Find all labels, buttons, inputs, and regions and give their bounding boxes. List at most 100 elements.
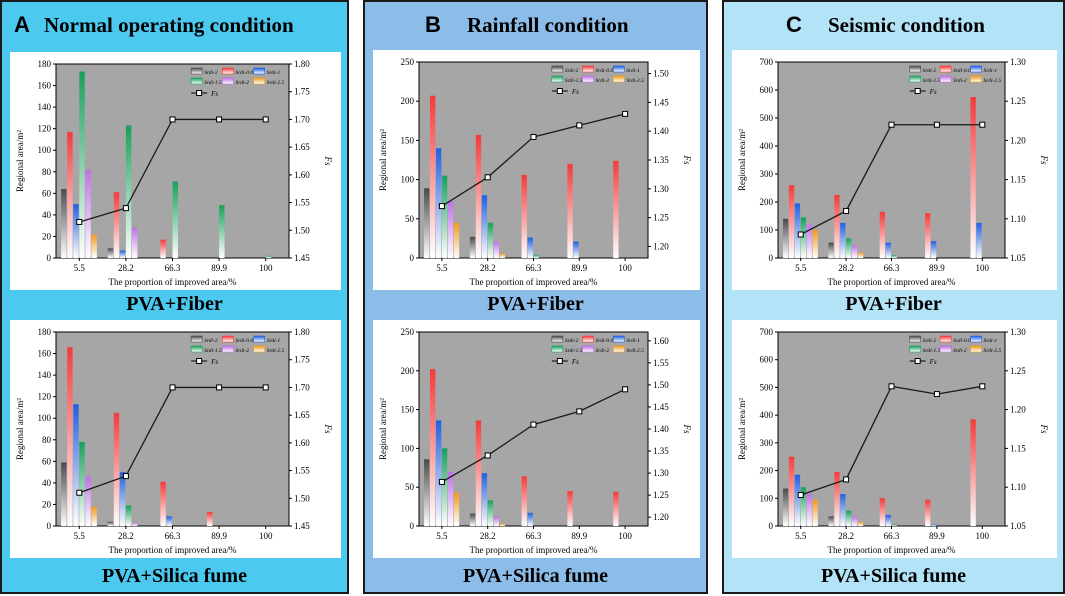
legend-label: Srdi-2.5 xyxy=(267,80,285,86)
chart-svg: 0 20 40 60 80 100 120 140 160 180 1.45 1.50 1.55 1.60… xyxy=(15,327,333,555)
y-tick-label: 250 xyxy=(401,57,415,67)
bar xyxy=(61,462,67,526)
legend-fs-marker xyxy=(914,358,921,364)
y2-tick-label: 1.80 xyxy=(294,327,310,337)
bar xyxy=(172,181,178,258)
y2-tick-label: 1.10 xyxy=(1010,214,1026,224)
legend-label: Srdi-1 xyxy=(267,338,281,344)
y2-tick-label: 1.50 xyxy=(294,493,310,503)
y2-tick-label: 1.60 xyxy=(653,336,669,346)
fs-point xyxy=(797,491,804,498)
legend-fs-marker xyxy=(556,88,563,94)
bar xyxy=(125,125,132,258)
chart-b-silica: 0 50 100 150 200 250 1.20 1.25 1.30 1.35 1.40 1.45 1… xyxy=(373,320,700,558)
y2-tick-label: 1.70 xyxy=(294,114,310,124)
bar xyxy=(812,230,818,258)
y-tick-label: 300 xyxy=(760,169,774,179)
legend-label: Srdi-2.5 xyxy=(267,348,285,354)
y2-tick-label: 1.65 xyxy=(294,142,310,152)
legend-swatch xyxy=(222,77,234,85)
legend-swatch xyxy=(222,335,234,343)
bar xyxy=(527,512,533,526)
y2-tick-label: 1.65 xyxy=(294,410,310,420)
bar xyxy=(788,185,795,258)
fs-point xyxy=(933,121,940,128)
y2-tick-label: 1.05 xyxy=(1010,253,1026,263)
x-tick-label: 5.5 xyxy=(795,531,807,541)
bar xyxy=(533,254,539,258)
y-axis-label: Regional area/m² xyxy=(737,398,747,460)
bar xyxy=(73,204,79,258)
legend-label: Srdi-2 xyxy=(953,348,967,354)
legend-swatch xyxy=(253,345,266,353)
legend-label: Srdi-2 xyxy=(235,348,249,354)
chart-svg: 0 20 40 60 80 100 120 140 160 180 1.45 1.50 1.55 1.60… xyxy=(15,59,333,287)
bar xyxy=(493,241,500,258)
x-axis-label: The proportion of improved area/% xyxy=(470,277,598,287)
legend-swatch xyxy=(970,335,982,343)
y-tick-label: 100 xyxy=(38,413,52,423)
bar xyxy=(806,494,812,526)
bar xyxy=(475,420,482,526)
bar xyxy=(91,506,97,526)
chart-b-fiber: 0 50 100 150 200 250 1.20 1.25 1.30 1.35 1.40 1.45 1… xyxy=(373,50,700,290)
legend-label: Srdi-1.5 xyxy=(565,78,583,84)
bar xyxy=(930,241,937,258)
bar xyxy=(521,476,527,526)
y2-tick-label: 1.55 xyxy=(294,466,310,476)
chart-subtitle: PVA+Fiber xyxy=(845,293,942,315)
legend-swatch xyxy=(909,75,921,83)
y2-tick-label: 1.35 xyxy=(653,155,669,165)
bar xyxy=(441,175,448,258)
y-tick-label: 200 xyxy=(401,96,415,106)
bar xyxy=(265,255,272,258)
x-axis-label: The proportion of improved area/% xyxy=(828,277,956,287)
legend-label: Srdi-0.05 xyxy=(953,338,974,344)
legend-label: Srdi-2 xyxy=(204,338,218,344)
fs-point xyxy=(169,116,176,123)
x-tick-label: 28.2 xyxy=(838,531,854,541)
y-tick-label: 600 xyxy=(760,85,774,95)
bar xyxy=(119,472,126,526)
legend-label: Srdi-1 xyxy=(984,338,998,344)
y2-tick-label: 1.70 xyxy=(294,382,310,392)
bar xyxy=(925,213,931,258)
bar xyxy=(469,513,476,526)
panel-title: Normal operating condition xyxy=(44,13,294,37)
legend-label: Srdi-2.5 xyxy=(984,348,1002,354)
y2-axis-label: Fs xyxy=(323,424,333,434)
bar xyxy=(891,524,897,526)
legend-label: Fs xyxy=(571,88,579,96)
y2-tick-label: 1.10 xyxy=(1010,482,1026,492)
fs-point xyxy=(216,116,223,123)
legend-swatch xyxy=(939,345,952,353)
bar xyxy=(567,163,573,258)
y-tick-label: 400 xyxy=(760,410,774,420)
x-tick-label: 5.5 xyxy=(74,263,86,273)
bar xyxy=(131,227,138,258)
y2-tick-label: 1.20 xyxy=(1010,135,1026,145)
legend-label: Srdi-0.05 xyxy=(596,68,617,74)
x-tick-label: 28.2 xyxy=(118,531,134,541)
legend-label: Srdi-2 xyxy=(204,70,218,76)
bar xyxy=(521,174,527,258)
bar xyxy=(113,192,120,258)
y-tick-label: 150 xyxy=(401,405,415,415)
y-tick-label: 50 xyxy=(405,482,415,492)
legend-label: Srdi-2 xyxy=(923,68,937,74)
bar xyxy=(885,514,891,526)
y-tick-label: 140 xyxy=(38,370,52,380)
y2-axis-label: Fs xyxy=(323,156,333,166)
bar xyxy=(794,474,801,526)
bar xyxy=(499,253,505,258)
legend-label: Fs xyxy=(929,88,937,96)
y2-tick-label: 1.20 xyxy=(653,241,669,251)
bar xyxy=(429,369,436,526)
fs-point xyxy=(262,384,269,391)
y2-axis-label: Fs xyxy=(682,424,692,434)
plot-area xyxy=(777,61,1006,259)
chart-c-fiber: 0 100 200 300 400 500 600 700 1.05 1.10 1.15 1.20 1.… xyxy=(732,50,1057,290)
bar xyxy=(879,498,885,526)
bar xyxy=(67,347,73,526)
bar xyxy=(447,200,454,258)
